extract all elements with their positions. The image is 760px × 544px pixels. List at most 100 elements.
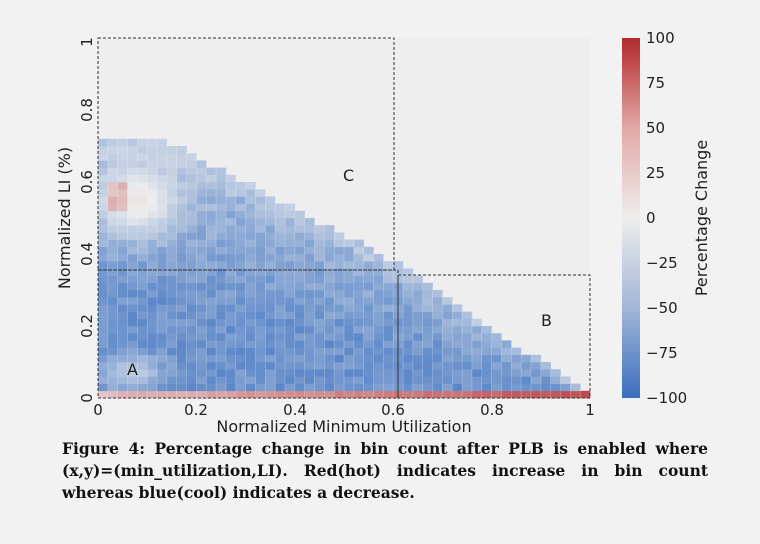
heatmap-cell: [255, 232, 266, 240]
heatmap-cell: [344, 246, 355, 255]
heatmap-cell: [550, 383, 561, 392]
colorbar-tick-label: 0: [646, 209, 656, 227]
heatmap-cell: [245, 318, 256, 327]
heatmap-cell: [117, 254, 128, 262]
heatmap-cell: [422, 340, 433, 348]
heatmap-cell: [353, 354, 364, 363]
heatmap-cell: [186, 290, 197, 298]
heatmap-cell: [147, 333, 158, 341]
heatmap-cell: [196, 246, 207, 255]
heatmap-cell: [107, 189, 118, 197]
heatmap-cell: [206, 167, 217, 176]
heatmap-cell: [324, 239, 335, 248]
heatmap-cell: [363, 268, 374, 276]
heatmap-cell: [334, 333, 345, 341]
heatmap-cell: [403, 390, 414, 399]
heatmap-cell: [245, 189, 256, 197]
heatmap-cell: [412, 311, 424, 320]
heatmap-cell: [373, 290, 384, 298]
heatmap-cell: [176, 232, 187, 240]
heatmap-cell: [265, 239, 276, 248]
heatmap-cell: [304, 311, 315, 320]
heatmap-cell: [304, 297, 315, 305]
heatmap-cell: [373, 333, 384, 341]
heatmap-cell: [176, 254, 187, 262]
heatmap-cell: [235, 354, 246, 363]
heatmap-cell: [147, 153, 158, 161]
heatmap-cell: [540, 376, 551, 384]
heatmap-cell: [235, 376, 246, 384]
heatmap-cell: [255, 390, 266, 399]
heatmap-cell: [176, 174, 187, 183]
heatmap-cell: [166, 290, 178, 298]
heatmap-cell: [294, 362, 305, 370]
heatmap-cell: [206, 311, 217, 320]
heatmap-cell: [225, 196, 237, 204]
heatmap-cell: [304, 239, 315, 248]
heatmap-cell: [432, 347, 443, 356]
heatmap-cell: [176, 354, 187, 363]
heatmap-cell: [107, 210, 118, 219]
heatmap-cell: [353, 261, 364, 269]
heatmap-cell: [225, 225, 237, 233]
heatmap-cell: [137, 174, 148, 183]
heatmap-cell: [373, 390, 384, 399]
heatmap-cell: [324, 275, 335, 284]
heatmap-cell: [314, 383, 325, 392]
heatmap-cell: [255, 282, 266, 291]
heatmap-cell: [127, 261, 138, 269]
heatmap-cell: [235, 225, 246, 233]
heatmap-cell: [373, 261, 384, 269]
region-boundaries: [97, 37, 591, 399]
heatmap-cell: [216, 362, 227, 370]
heatmap-cell: [501, 376, 512, 384]
heatmap-cell: [98, 146, 109, 154]
heatmap-cell: [127, 297, 138, 305]
heatmap-cell: [147, 354, 158, 363]
heatmap-cell: [157, 326, 168, 334]
heatmap-cell: [284, 354, 296, 363]
heatmap-cell: [176, 153, 187, 161]
heatmap-cell: [186, 232, 197, 240]
heatmap-cell: [324, 383, 335, 392]
heatmap-cell: [255, 318, 266, 327]
heatmap-cell: [265, 246, 276, 255]
heatmap-cell: [383, 326, 394, 334]
heatmap-cell: [334, 318, 345, 327]
heatmap-cell: [265, 318, 276, 327]
heatmap-cell: [422, 304, 433, 312]
heatmap-cell: [186, 297, 197, 305]
heatmap-cell: [166, 304, 178, 312]
heatmap-cell: [157, 239, 168, 248]
heatmap-cell: [432, 326, 443, 334]
heatmap-cell: [176, 182, 187, 190]
heatmap-cell: [255, 304, 266, 312]
heatmap-cell: [344, 362, 355, 370]
heatmap-cell: [166, 189, 178, 197]
heatmap-cell: [147, 390, 158, 399]
heatmap-cell: [225, 218, 237, 226]
heatmap-cell: [530, 390, 542, 399]
heatmap-cell: [275, 210, 286, 219]
heatmap-cell: [275, 261, 286, 269]
heatmap-cell: [117, 297, 128, 305]
heatmap-cell: [176, 261, 187, 269]
heatmap-cell: [98, 246, 109, 255]
heatmap-cell: [491, 333, 502, 341]
heatmap-cell: [255, 311, 266, 320]
heatmap-cell: [383, 268, 394, 276]
heatmap-cell: [255, 218, 266, 226]
heatmap-cell: [334, 390, 345, 399]
heatmap-cell: [235, 275, 246, 284]
heatmap-cell: [235, 261, 246, 269]
heatmap-cell: [462, 326, 473, 334]
heatmap-cell: [442, 340, 453, 348]
heatmap-cell: [255, 210, 266, 219]
heatmap-cell: [196, 174, 207, 183]
heatmap-cell: [481, 326, 492, 334]
heatmap-cell: [137, 282, 148, 291]
heatmap-cell: [186, 340, 197, 348]
heatmap-cell: [265, 290, 276, 298]
heatmap-cell: [196, 362, 207, 370]
heatmap-cell: [540, 383, 551, 392]
